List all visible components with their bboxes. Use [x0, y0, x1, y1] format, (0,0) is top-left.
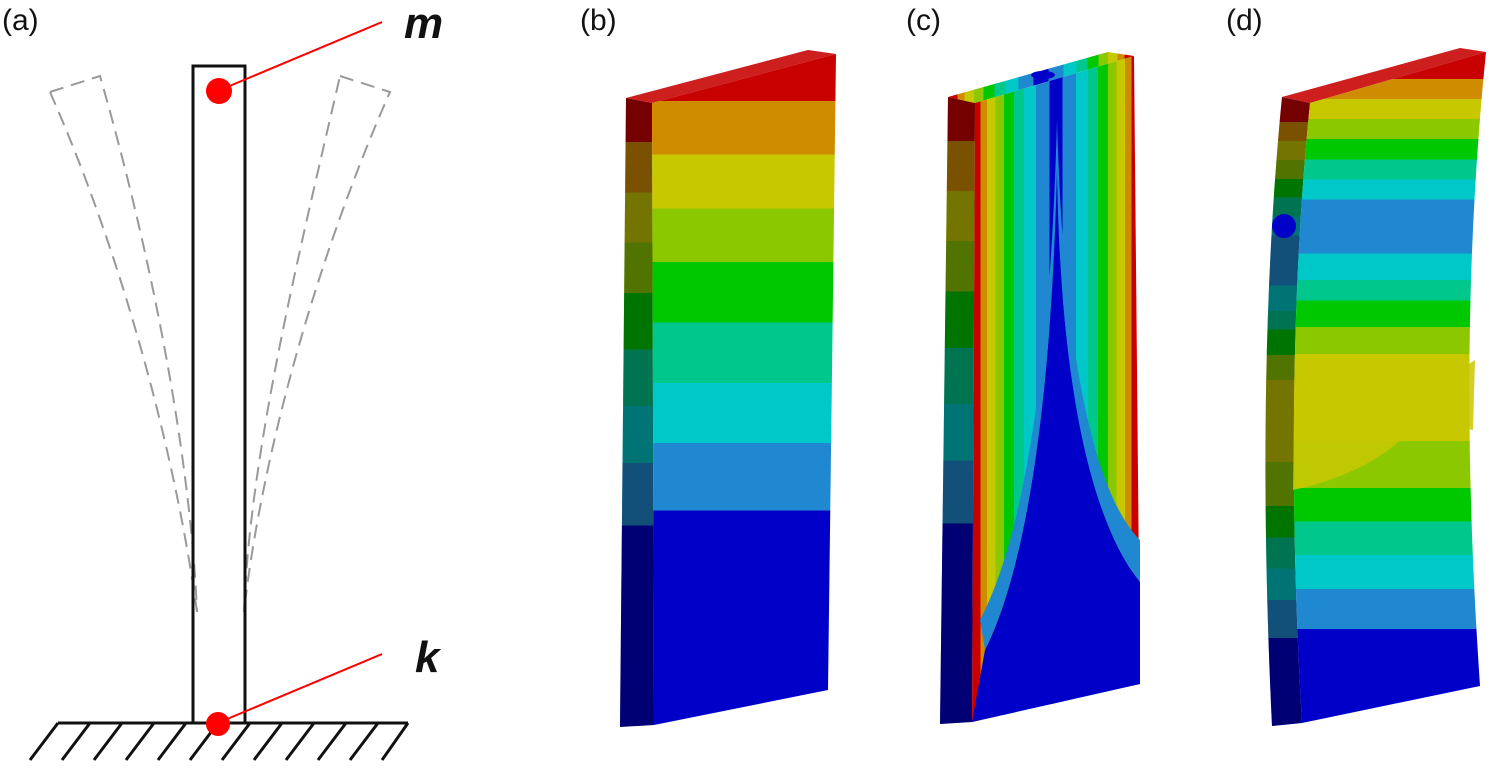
mass-leader-line: [219, 21, 383, 91]
mode-d-top-face: [1282, 48, 1486, 103]
deflected-beam-right: [243, 75, 392, 613]
panel-label-c: (c): [906, 4, 941, 37]
panel-label-b: (b): [580, 4, 617, 37]
clamped-base-hatch-icon: [28, 721, 410, 761]
mass-point-icon: [206, 78, 232, 104]
mode-b-side-face: [620, 98, 654, 727]
spring-point-icon: [206, 712, 230, 736]
mode-c-node-region: [972, 170, 1140, 722]
panel-d: (d): [1226, 4, 1486, 726]
mode-d-side-face: [1265, 97, 1310, 726]
panel-b: (b): [580, 4, 836, 727]
mode-c-side-face: [940, 97, 975, 724]
mode-d-front-face: [1293, 52, 1486, 723]
mass-label: m: [404, 0, 443, 48]
panel-label-d: (d): [1226, 4, 1263, 37]
mode-b-top-face: [626, 50, 836, 103]
spring-label: k: [415, 633, 442, 682]
panel-a: (a) m: [2, 0, 443, 761]
panel-label-a: (a): [2, 4, 39, 37]
spring-leader-line: [219, 653, 383, 723]
undeformed-beam: [191, 64, 247, 725]
mode-d-node-spot: [1272, 214, 1296, 238]
mode-b-front-face: [652, 54, 836, 725]
deflected-beam-left: [49, 74, 198, 613]
panel-c: (c): [906, 4, 1140, 724]
